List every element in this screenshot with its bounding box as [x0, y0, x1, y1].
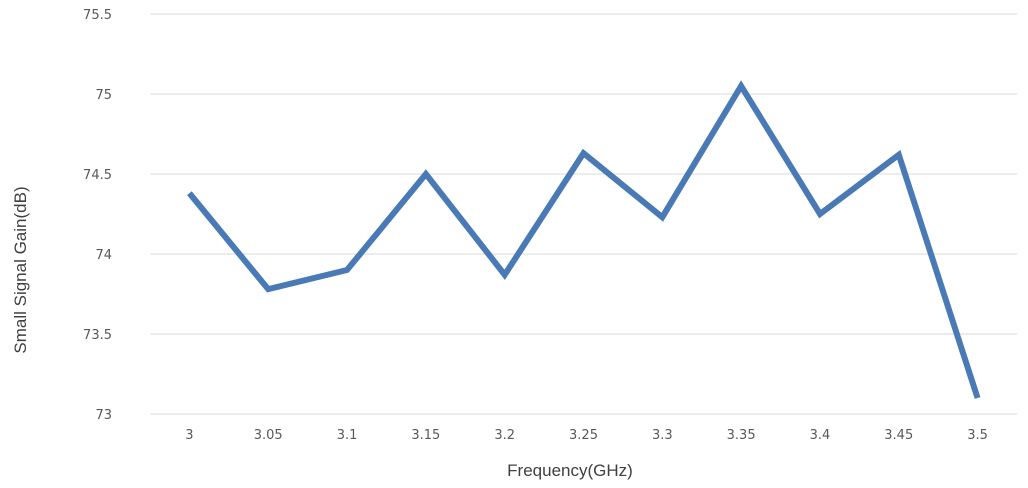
data-point	[344, 267, 350, 273]
x-tick-label: 3.35	[727, 428, 756, 443]
y-tick-label: 73	[95, 408, 112, 423]
y-tick-label: 75	[95, 88, 112, 103]
y-axis-title: Small Signal Gain(dB)	[11, 186, 30, 353]
y-tick-label: 75.5	[83, 8, 112, 23]
data-point	[502, 272, 508, 278]
x-tick-label: 3.5	[967, 428, 988, 443]
x-tick-label: 3.2	[494, 428, 515, 443]
data-point	[975, 395, 981, 401]
y-tick-label: 74.5	[83, 168, 112, 183]
gridlines	[150, 13, 1017, 415]
data-point	[186, 190, 192, 196]
data-point	[581, 150, 587, 156]
x-tick-label: 3.4	[810, 428, 831, 443]
data-point	[738, 83, 744, 89]
x-tick-label: 3.45	[884, 428, 913, 443]
x-tick-label: 3.25	[569, 428, 598, 443]
data-point	[659, 214, 665, 220]
data-point	[423, 171, 429, 177]
x-axis-tick-labels: 3 3.05 3.1 3.15 3.2 3.25 3.3 3.35 3.4 3.45 3.5	[185, 428, 988, 443]
series-lines	[186, 80, 981, 401]
y-tick-label: 73.5	[83, 328, 112, 343]
y-tick-label: 74	[95, 248, 112, 263]
data-point	[265, 286, 271, 292]
data-point	[896, 152, 902, 158]
x-tick-label: 3.15	[411, 428, 440, 443]
y-axis-tick-labels: 73 73.5 74 74.5 75 75.5	[83, 8, 112, 423]
x-tick-label: 3.05	[254, 428, 283, 443]
x-tick-label: 3	[185, 428, 193, 443]
x-tick-label: 3.1	[337, 428, 358, 443]
series-line	[187, 80, 981, 399]
data-point	[817, 211, 823, 217]
x-axis-title: Frequency(GHz)	[507, 461, 633, 480]
x-tick-label: 3.3	[652, 428, 673, 443]
